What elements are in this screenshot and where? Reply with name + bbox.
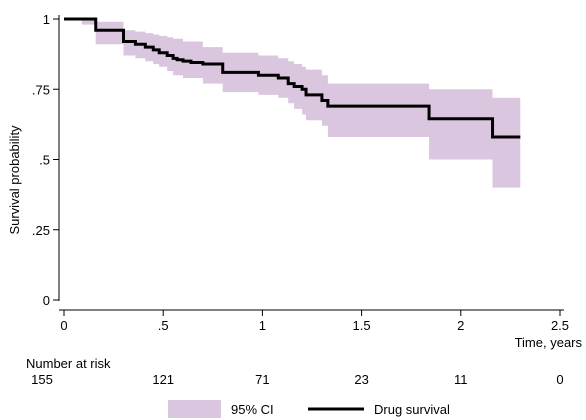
y-tick-label: 0	[43, 293, 50, 308]
risk-count: 155	[31, 372, 53, 387]
ci-band	[64, 19, 521, 188]
x-tick-label: .5	[158, 318, 169, 333]
x-tick-label: 2	[457, 318, 464, 333]
axes: 0 .25 .5 .75 1 0 .5 1 1.5 2 2.5 Time, years	[32, 12, 583, 350]
risk-table-title: Number at risk	[26, 356, 111, 371]
legend-ci-label: 95% CI	[231, 402, 274, 417]
x-tick-label: 0	[60, 318, 67, 333]
y-tick-label: .75	[32, 82, 50, 97]
x-tick-label: 1	[259, 318, 266, 333]
legend: 95% CI Drug survival	[168, 400, 450, 418]
survival-line-layer	[64, 17, 521, 139]
legend-line-label: Drug survival	[374, 402, 450, 417]
y-tick-label: .5	[39, 153, 50, 168]
risk-count: 11	[454, 372, 468, 387]
risk-count: 71	[255, 372, 269, 387]
y-tick-label: .25	[32, 223, 50, 238]
y-axis-title: Survival probability	[7, 125, 22, 235]
survival-line	[64, 17, 521, 139]
x-tick-label: 1.5	[353, 318, 371, 333]
x-axis-title: Time, years	[515, 335, 583, 350]
risk-count: 121	[152, 372, 174, 387]
y-axis-title-text: Survival probability	[7, 125, 22, 235]
risk-counts: 155 121 71 23 11 0	[31, 372, 563, 387]
y-tick-label: 1	[43, 12, 50, 27]
risk-count: 0	[556, 372, 563, 387]
risk-count: 23	[354, 372, 368, 387]
legend-ci-swatch	[168, 400, 221, 418]
x-tick-label: 2.5	[551, 318, 569, 333]
ci-band-layer	[64, 19, 521, 188]
